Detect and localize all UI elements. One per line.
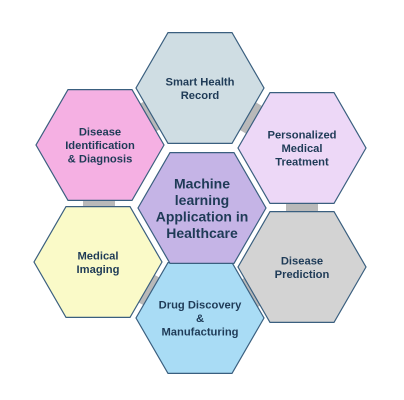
- hex-personalized-medical-treatment-label-line: Treatment: [275, 157, 329, 169]
- hex-personalized-medical-treatment-label-line: Personalized: [267, 130, 336, 142]
- hex-medical-imaging-label-line: Medical: [77, 250, 118, 262]
- hex-personalized-medical-treatment-label-line: Medical: [281, 143, 322, 155]
- hexagon-nodes: Smart HealthRecordPersonalizedMedicalTre…: [33, 31, 367, 374]
- hex-medical-imaging: Medical Imaging: [33, 206, 163, 318]
- hex-smart-health-record-label-line: Smart Health: [165, 76, 234, 88]
- hex-smart-health-record-shape: [135, 31, 265, 144]
- hex-smart-health-record-label-line: Record: [181, 90, 220, 102]
- hex-center-machine-learning-label-line: Machine: [174, 175, 230, 191]
- hex-smart-health-record: Smart Health Record: [135, 31, 265, 144]
- hex-center-machine-learning-shape: [137, 152, 267, 264]
- hex-drug-discovery-manufacturing: Drug Discovery& Manufacturing: [135, 262, 265, 374]
- hex-disease-identification-diagnosis-label-line: Disease: [79, 127, 121, 139]
- hex-disease-prediction-label-line: Disease: [281, 255, 323, 267]
- hex-disease-prediction-label-line: Prediction: [275, 269, 330, 281]
- hex-disease-prediction: Disease Prediction: [237, 211, 367, 323]
- hex-drug-discovery-manufacturing-label-line: Drug Discovery: [159, 300, 242, 312]
- hex-center-machine-learning-label-line: Healthcare: [166, 225, 238, 241]
- hex-center-machine-learning-label-line: Application in: [156, 208, 249, 224]
- hex-medical-imaging-label-line: Imaging: [77, 264, 120, 276]
- hex-center-machine-learning-label-line: learning: [175, 192, 229, 208]
- hex-disease-identification-diagnosis-label-line: Identification: [65, 140, 135, 152]
- hex-disease-prediction-shape: [237, 211, 367, 323]
- hex-disease-identification-diagnosis-shape: [35, 88, 165, 201]
- hex-drug-discovery-manufacturing-label-line: &: [196, 313, 204, 325]
- hex-drug-discovery-manufacturing-label-line: Manufacturing: [161, 327, 238, 339]
- hex-disease-identification-diagnosis-label-line: & Diagnosis: [68, 154, 133, 166]
- hex-medical-imaging-shape: [33, 206, 163, 318]
- hex-personalized-medical-treatment-shape: [237, 91, 367, 204]
